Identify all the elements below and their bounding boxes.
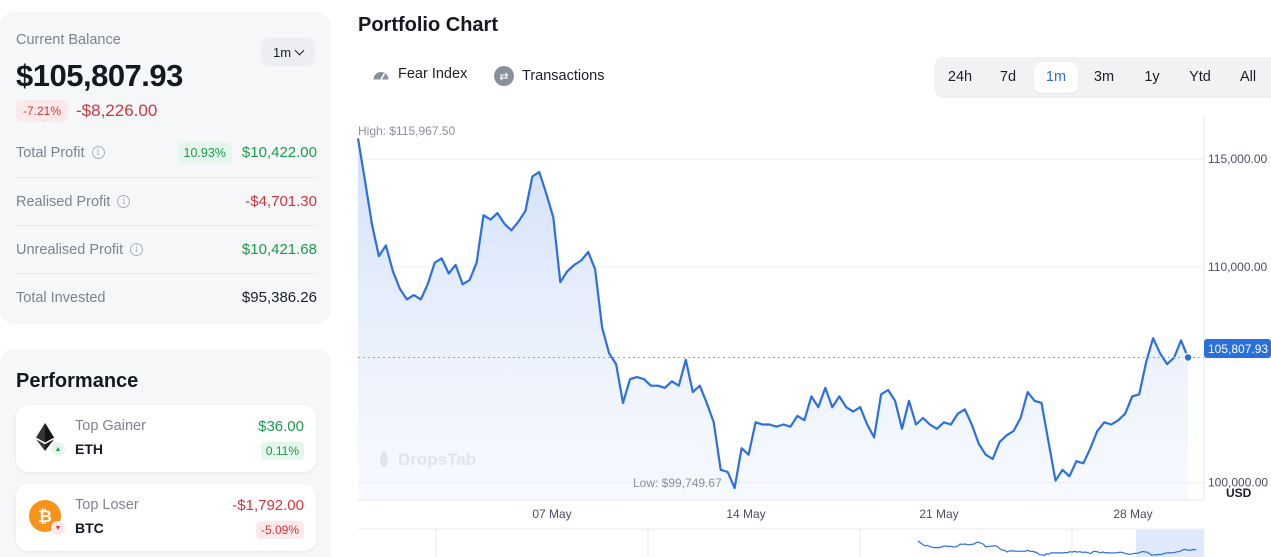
stat-value: $10,421.68	[241, 241, 317, 258]
top-loser-card[interactable]: ₿ ▼ Top Loser BTC -$1,792.00 -5.09%	[16, 484, 316, 551]
x-tick-label: 07 May	[532, 507, 571, 521]
loser-symbol: BTC	[75, 520, 104, 536]
info-icon[interactable]: i	[117, 195, 131, 208]
current-value-dot	[1183, 352, 1193, 363]
loser-value: -$1,792.00	[232, 497, 304, 514]
stat-label: Unrealised Profit	[16, 241, 124, 258]
gainer-percent: 0.11%	[260, 442, 304, 460]
transactions-button[interactable]: ⇄ Transactions	[494, 66, 604, 86]
fear-index-label: Fear Index	[398, 66, 468, 82]
stat-realised-profit: Realised Profit i -$4,701.30	[16, 178, 317, 225]
current-balance-value: $105,807.93	[16, 58, 183, 93]
fear-index-button[interactable]: Fear Index	[372, 66, 467, 82]
chart-line	[356, 138, 1190, 490]
y-tick-label: 110,000.00	[1208, 260, 1267, 274]
y-tick-label: 115,000.00	[1208, 152, 1267, 166]
current-value-text: 105,807.93	[1208, 342, 1268, 356]
transactions-icon: ⇄	[494, 66, 514, 86]
y-axis: 100,000.00 110,000.00 115,000.00	[1208, 152, 1268, 490]
balance-period-dropdown[interactable]: 1m	[261, 38, 315, 66]
loser-label: Top Loser	[75, 497, 139, 513]
stat-total-profit: Total Profit i 10.93% $10,422.00	[16, 129, 317, 176]
stat-label: Total Profit	[16, 144, 85, 161]
x-tick-label: 14 May	[726, 507, 765, 521]
divider	[16, 225, 317, 226]
low-label: Low: $99,749.67	[633, 476, 722, 490]
x-tick-label: 28 May	[1113, 507, 1152, 521]
arrow-up-icon: ▲	[51, 442, 65, 456]
balance-change-percent: -7.21%	[16, 100, 69, 122]
info-icon[interactable]: i	[130, 243, 144, 256]
divider	[16, 273, 317, 274]
svg-text:₿: ₿	[38, 507, 52, 527]
range-1y[interactable]: 1y	[1144, 69, 1160, 85]
chart-navigator[interactable]	[358, 528, 1204, 557]
range-24h[interactable]: 24h	[947, 69, 973, 85]
chart-area-fill	[358, 138, 1188, 501]
navigator-line	[917, 540, 1197, 557]
range-1m[interactable]: 1m	[1034, 62, 1078, 93]
range-ytd[interactable]: Ytd	[1189, 69, 1211, 85]
stat-label: Realised Profit	[16, 193, 111, 210]
portfolio-chart-title: Portfolio Chart	[358, 14, 498, 36]
balance-period-value: 1m	[272, 44, 292, 60]
gauge-icon	[373, 72, 389, 80]
performance-card: Performance ▲ Top Gainer ETH $36.00 0.11…	[0, 349, 331, 557]
range-7d[interactable]: 7d	[999, 69, 1017, 85]
eth-icon	[36, 423, 54, 451]
stat-label: Total Invested	[16, 289, 106, 306]
range-all[interactable]: All	[1239, 69, 1257, 85]
high-label: High: $115,967.50	[358, 124, 456, 138]
stat-total-invested: Total Invested $95,386.26	[16, 274, 317, 321]
stat-unrealised-profit: Unrealised Profit i $10,421.68	[16, 226, 317, 273]
watermark-text: DropsTab	[398, 450, 476, 469]
gainer-label: Top Gainer	[75, 418, 146, 434]
watermark-logo: DropsTab	[380, 450, 476, 469]
currency-label: USD	[1226, 486, 1252, 500]
balance-card: Current Balance 1m $105,807.93 -7.21% -$…	[0, 12, 331, 324]
divider	[16, 177, 317, 178]
current-balance-label: Current Balance	[16, 32, 121, 48]
info-icon[interactable]: i	[91, 146, 105, 159]
arrow-down-icon: ▼	[51, 521, 65, 535]
gainer-symbol: ETH	[75, 441, 103, 457]
range-3m[interactable]: 3m	[1093, 69, 1115, 85]
performance-title: Performance	[16, 370, 139, 392]
x-axis: 07 May 14 May 21 May 28 May	[532, 507, 1152, 521]
balance-change-amount: -$8,226.00	[76, 101, 158, 120]
y-tick-label: 100,000.00	[1208, 476, 1268, 490]
stat-value: -$4,701.30	[245, 193, 317, 210]
stat-percent-badge: 10.93%	[177, 141, 232, 164]
time-range-selector: 24h 7d 1m 3m 1y Ytd All	[934, 57, 1271, 98]
loser-percent: -5.09%	[255, 521, 304, 539]
stat-value: $10,422.00	[241, 144, 317, 161]
top-gainer-card[interactable]: ▲ Top Gainer ETH $36.00 0.11%	[16, 405, 316, 472]
stat-value: $95,386.26	[241, 289, 317, 306]
x-tick-label: 21 May	[919, 507, 958, 521]
gainer-value: $36.00	[258, 418, 304, 435]
current-value-badge	[1204, 339, 1271, 358]
transactions-label: Transactions	[522, 68, 605, 84]
